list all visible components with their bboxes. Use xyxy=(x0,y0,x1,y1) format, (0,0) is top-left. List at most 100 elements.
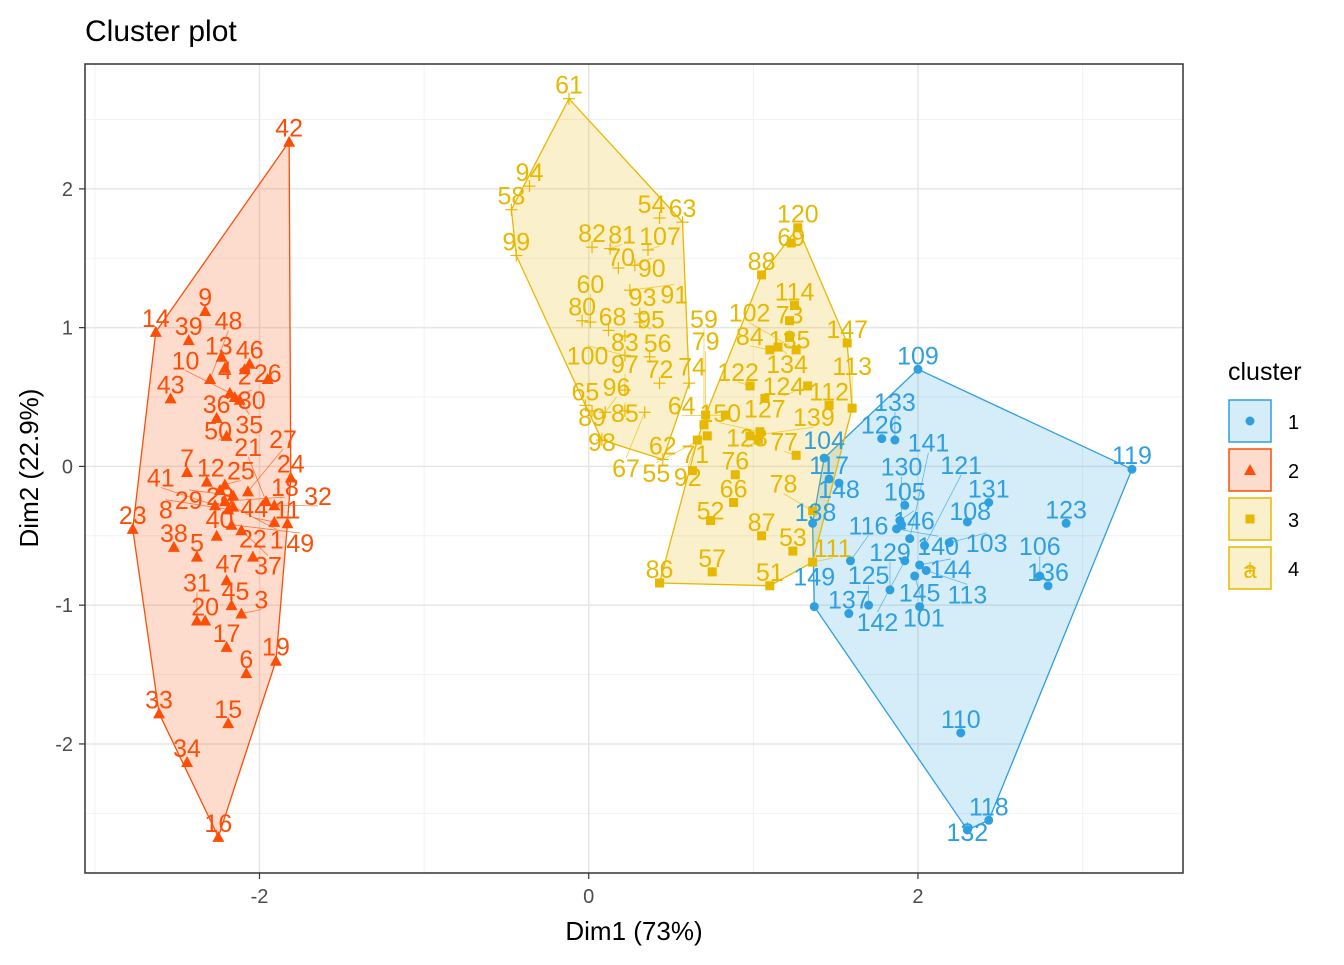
y-axis-label: Dim2 (22.9%) xyxy=(14,389,44,548)
point-label: 94 xyxy=(516,159,544,187)
point-label: 13 xyxy=(205,333,233,361)
point-cluster-3 xyxy=(808,557,818,567)
label-leader xyxy=(610,244,623,249)
point-label: 77 xyxy=(770,428,798,456)
legend-symbol xyxy=(1245,514,1255,524)
point-cluster-3 xyxy=(757,270,767,280)
point-label: 2 xyxy=(238,362,252,390)
point-label: 123 xyxy=(1045,496,1087,524)
legend-label: 1 xyxy=(1288,412,1299,434)
point-cluster-3 xyxy=(706,516,716,526)
point-label: 36 xyxy=(203,391,231,419)
point-cluster-4 xyxy=(510,249,523,262)
label-leader xyxy=(639,321,652,330)
point-label: 64 xyxy=(668,393,696,421)
point-label: 41 xyxy=(147,465,175,493)
point-cluster-3 xyxy=(692,435,702,445)
point-label: 46 xyxy=(236,337,264,365)
legend-label: 4 xyxy=(1288,559,1299,581)
point-cluster-3 xyxy=(729,497,739,507)
point-cluster-2 xyxy=(218,361,231,373)
label-leader xyxy=(629,284,675,291)
point-label: 1 xyxy=(270,527,284,555)
point-cluster-1 xyxy=(913,364,923,374)
point-label: 86 xyxy=(646,556,674,584)
point-label: 52 xyxy=(697,498,725,526)
x-tick-label: 0 xyxy=(583,886,594,908)
point-label: 23 xyxy=(119,502,147,530)
point-cluster-4 xyxy=(523,180,536,193)
label-leader xyxy=(274,504,319,507)
point-cluster-2 xyxy=(182,334,195,346)
point-cluster-3 xyxy=(745,431,755,441)
point-label: 48 xyxy=(215,308,243,336)
point-cluster-3 xyxy=(687,466,697,476)
label-leader xyxy=(625,412,646,458)
point-label: 120 xyxy=(777,201,819,229)
point-cluster-3 xyxy=(793,223,803,233)
label-leader xyxy=(949,532,987,544)
point-cluster-1 xyxy=(890,435,900,445)
point-label: 92 xyxy=(674,464,702,492)
point-cluster-2 xyxy=(233,393,246,405)
point-label: 49 xyxy=(286,530,314,558)
point-label: 70 xyxy=(607,244,635,272)
point-label: 142 xyxy=(857,609,899,637)
point-label: 71 xyxy=(681,441,709,469)
point-cluster-4 xyxy=(595,434,608,447)
point-label: 101 xyxy=(903,604,945,632)
point-label: 112 xyxy=(809,378,849,406)
label-leader xyxy=(896,528,939,537)
point-cluster-4 xyxy=(612,261,625,274)
y-tick-label: 2 xyxy=(62,179,73,201)
point-label: 59 xyxy=(690,306,718,334)
point-label: 73 xyxy=(776,302,804,330)
point-label: 80 xyxy=(568,294,596,322)
point-label: 58 xyxy=(497,183,525,211)
label-leader xyxy=(909,452,929,539)
point-label: 125 xyxy=(848,562,890,590)
label-leader xyxy=(604,396,617,413)
point-cluster-1 xyxy=(962,825,972,835)
point-cluster-3 xyxy=(702,431,712,441)
point-cluster-1 xyxy=(877,434,887,444)
point-cluster-4 xyxy=(599,406,612,419)
point-cluster-3 xyxy=(786,238,796,248)
point-label: 66 xyxy=(720,475,748,503)
point-cluster-3 xyxy=(720,410,730,420)
point-cluster-2 xyxy=(240,667,253,679)
point-cluster-4 xyxy=(683,377,696,390)
point-label: 18 xyxy=(271,474,299,502)
point-label: 83 xyxy=(611,329,639,357)
point-cluster-2 xyxy=(225,599,238,611)
point-label: 42 xyxy=(275,115,303,143)
point-label: 146 xyxy=(893,508,935,536)
label-leader xyxy=(209,330,229,380)
point-cluster-3 xyxy=(757,531,767,541)
cluster-hulls xyxy=(132,97,1133,839)
point-label: 95 xyxy=(637,306,665,334)
point-cluster-4 xyxy=(586,241,599,254)
point-label: 45 xyxy=(222,578,250,606)
point-label: 33 xyxy=(145,686,173,714)
point-label: 55 xyxy=(642,460,670,488)
point-cluster-1 xyxy=(900,556,910,566)
point-cluster-3 xyxy=(842,338,852,348)
point-label: 106 xyxy=(1019,533,1061,561)
point-cluster-4 xyxy=(641,243,654,256)
point-label: 76 xyxy=(721,448,749,476)
point-cluster-3 xyxy=(655,578,665,588)
point-cluster-3 xyxy=(773,342,783,352)
point-label: 149 xyxy=(793,564,835,592)
point-cluster-2 xyxy=(238,363,251,375)
point-cluster-1 xyxy=(900,500,910,510)
label-leader xyxy=(924,474,962,546)
point-label: 144 xyxy=(930,556,972,584)
legend-label: 3 xyxy=(1288,510,1299,532)
label-leader xyxy=(160,487,216,506)
point-label: 56 xyxy=(644,330,672,358)
point-cluster-1 xyxy=(824,474,834,484)
